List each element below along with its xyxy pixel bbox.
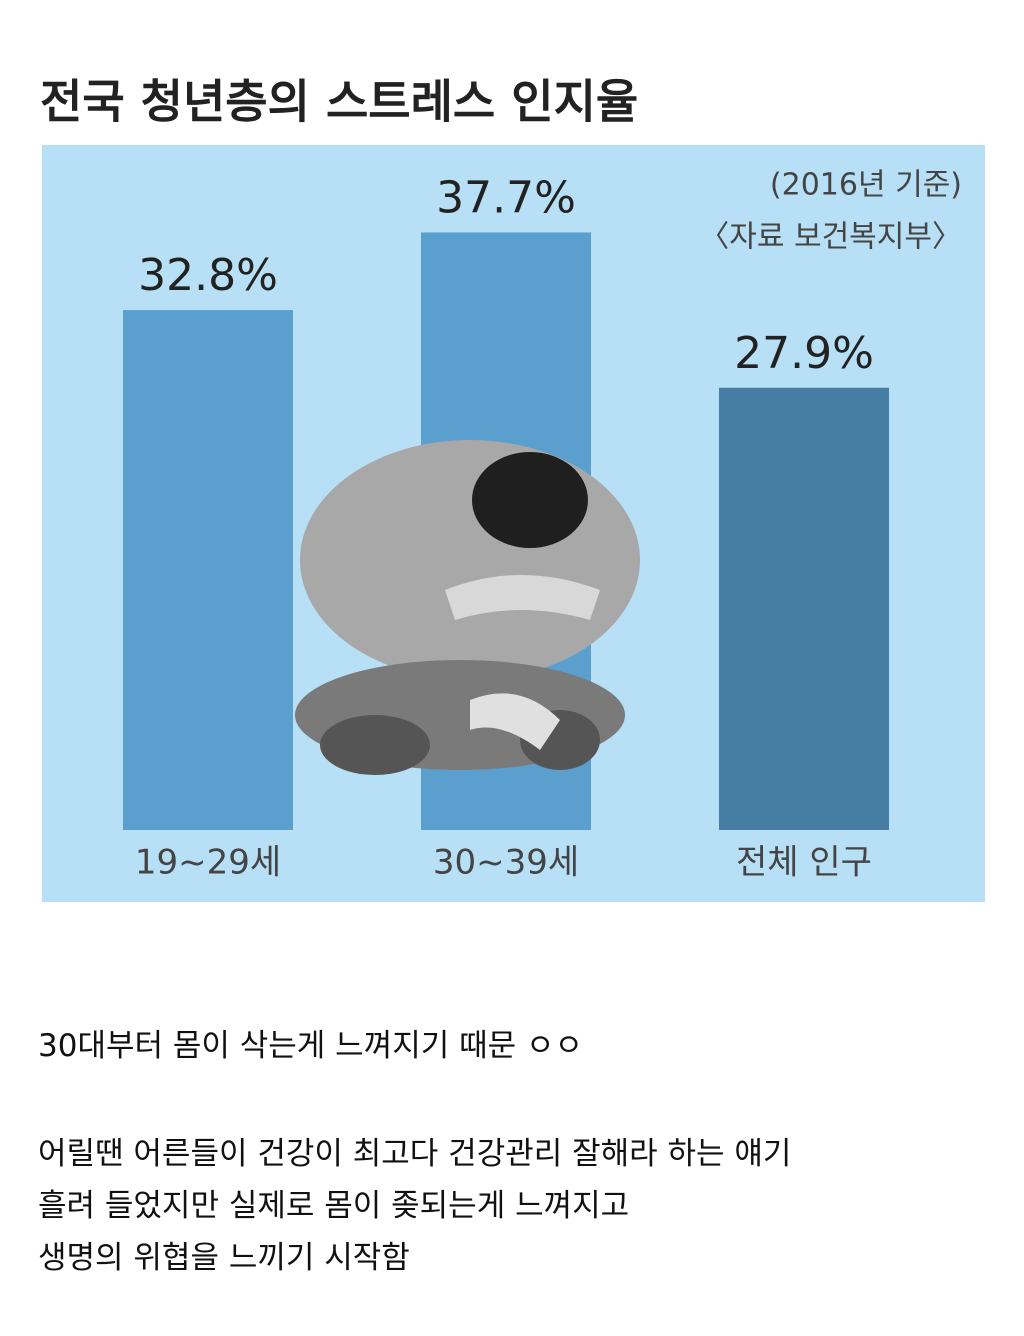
x-tick-label: 19~29세 [135, 843, 281, 883]
x-tick-label: 30~39세 [433, 843, 579, 883]
value-label: 37.7% [436, 172, 576, 223]
post-line: 어릴땐 어른들이 건강이 최고다 건강관리 잘해라 하는 얘기 [38, 1136, 792, 1172]
post-line: 흘려 들었지만 실제로 몸이 좆되는게 느껴지고 [38, 1188, 630, 1224]
figure-arm [445, 575, 600, 620]
figure-body [300, 440, 640, 680]
annotation: (2016년 기준) [770, 168, 962, 203]
figure-head [472, 452, 588, 548]
bar [123, 310, 293, 830]
chart: 전국 청년층의 스트레스 인지율 (2016년 기준) 〈자료 보건복지부〉 3… [40, 75, 985, 902]
figure-foot [320, 715, 430, 775]
x-tick-label: 전체 인구 [736, 843, 872, 883]
bar [719, 387, 889, 830]
value-label: 32.8% [138, 250, 278, 301]
figure-hand [470, 693, 560, 750]
post-line: 30대부터 몸이 삭는게 느껴지기 때문 ㅇㅇ [38, 1028, 584, 1064]
illustration [295, 440, 640, 775]
post-line: 생명의 위협을 느끼기 시작함 [38, 1240, 410, 1276]
chart-title: 전국 청년층의 스트레스 인지율 [40, 75, 638, 129]
value-label: 27.9% [734, 328, 874, 379]
annotation: 〈자료 보건복지부〉 [699, 220, 962, 255]
